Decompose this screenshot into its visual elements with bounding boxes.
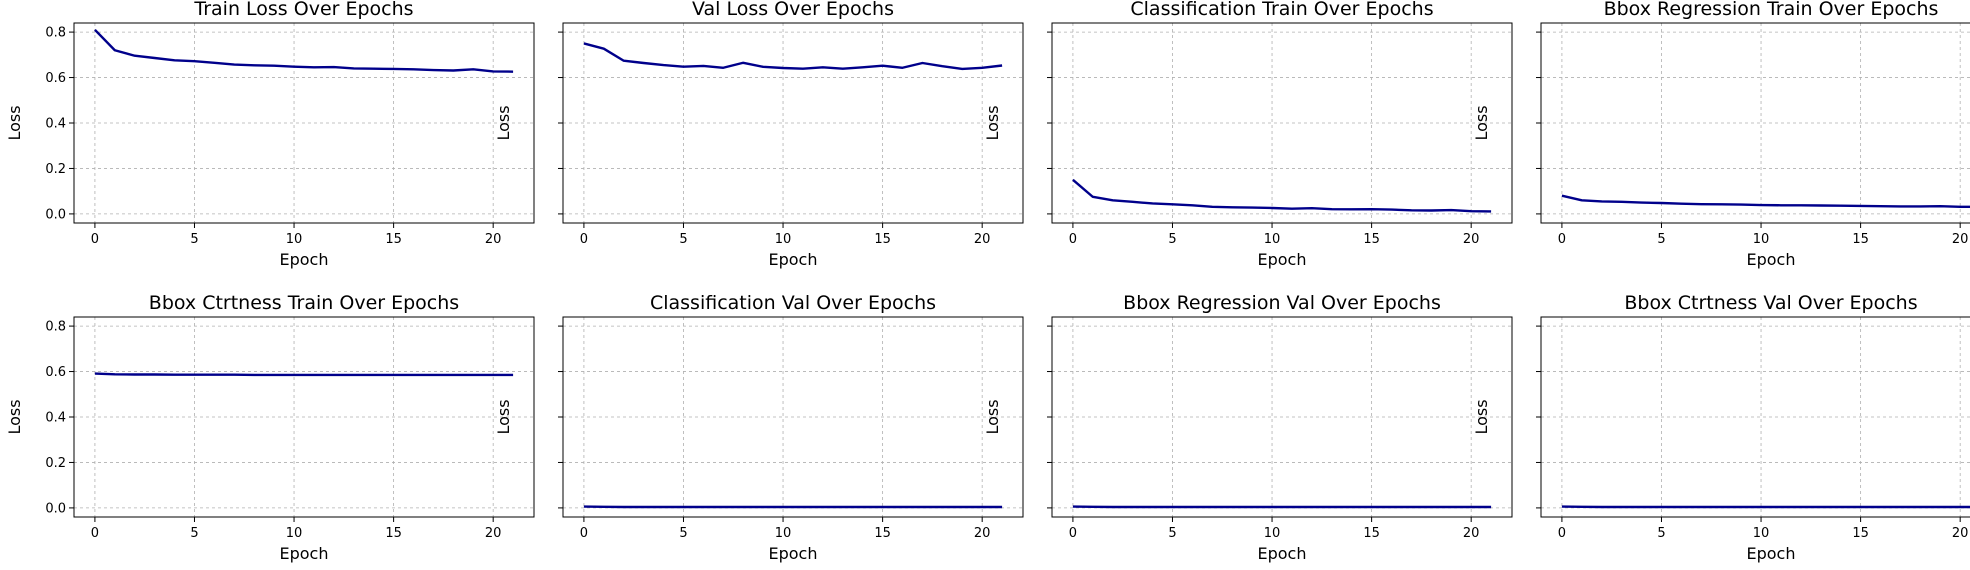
chart-title: Bbox Ctrtness Val Over Epochs — [1624, 292, 1917, 314]
chart-title: Train Loss Over Epochs — [193, 0, 413, 20]
x-tick-label: 15 — [1852, 526, 1869, 541]
x-axis-label: Epoch — [280, 544, 329, 563]
chart-panel-4: 0 5 10 15 20 Bbox Regression Train Over Epoch… — [1472, 0, 1970, 269]
x-tick-label: 15 — [874, 526, 891, 541]
series-line — [1561, 194, 1970, 209]
x-tick-label: 10 — [1753, 232, 1770, 247]
x-tick-label: 0 — [1069, 232, 1077, 247]
x-tick-label: 0 — [580, 232, 588, 247]
chart-title: Bbox Ctrtness Train Over Epochs — [149, 292, 459, 314]
y-tick-label: 0.2 — [45, 162, 66, 177]
x-tick-label: 20 — [485, 526, 502, 541]
x-tick-label: 5 — [1657, 526, 1665, 541]
x-tick-label: 10 — [775, 526, 792, 541]
y-tick-label: 0.4 — [45, 117, 66, 132]
x-axis-label: Epoch — [1747, 250, 1796, 269]
chart-panel-2: 0 5 10 15 20 Val Loss Over Epochs Epoch Loss — [494, 0, 1024, 269]
chart-title: Classification Val Over Epochs — [650, 292, 936, 314]
x-axis-label: Epoch — [1747, 544, 1796, 563]
y-axis-label: Loss — [983, 105, 1002, 140]
x-axis-label: Epoch — [280, 250, 329, 269]
y-axis-label: Loss — [494, 399, 513, 434]
x-tick-label: 5 — [1168, 526, 1176, 541]
y-tick-label: 0.8 — [45, 26, 66, 41]
x-tick-label: 5 — [679, 526, 687, 541]
y-tick-label: 0.2 — [45, 456, 66, 471]
x-tick-label: 15 — [385, 232, 402, 247]
x-tick-label: 10 — [286, 232, 303, 247]
chart-panel-6: 0 5 10 15 20 Classification Val Over Epochs Ep… — [494, 292, 1024, 563]
x-tick-label: 20 — [1463, 232, 1480, 247]
x-axis-label: Epoch — [769, 544, 818, 563]
x-tick-label: 5 — [1168, 232, 1176, 247]
x-tick-label: 5 — [679, 232, 687, 247]
chart-panel-3: 0 5 10 15 20 Classification Train Over Epochs… — [983, 0, 1513, 269]
x-tick-label: 10 — [1264, 232, 1281, 247]
chart-title: Bbox Regression Val Over Epochs — [1123, 292, 1441, 314]
x-axis-label: Epoch — [1258, 544, 1307, 563]
y-tick-label: 0.6 — [45, 71, 66, 86]
x-tick-label: 0 — [91, 526, 99, 541]
y-tick-label: 0.6 — [45, 365, 66, 380]
y-axis-label: Loss — [5, 399, 24, 434]
y-axis-label: Loss — [983, 399, 1002, 434]
x-tick-label: 20 — [974, 526, 991, 541]
x-tick-label: 10 — [1264, 526, 1281, 541]
x-tick-label: 5 — [1657, 232, 1665, 247]
y-tick-label: 0.4 — [45, 411, 66, 426]
x-tick-label: 15 — [1852, 232, 1869, 247]
x-tick-label: 15 — [1363, 526, 1380, 541]
x-tick-label: 0 — [1558, 232, 1566, 247]
x-tick-label: 20 — [1952, 232, 1969, 247]
y-axis-label: Loss — [494, 105, 513, 140]
y-tick-label: 0.0 — [45, 501, 66, 516]
y-tick-label: 0.0 — [45, 207, 66, 222]
axes-frame — [1540, 316, 1970, 518]
series-line — [583, 42, 1003, 71]
chart-title: Val Loss Over Epochs — [692, 0, 894, 20]
x-tick-label: 5 — [190, 526, 198, 541]
series-line — [1072, 178, 1492, 213]
x-tick-label: 10 — [1753, 526, 1770, 541]
chart-panel-8: 0 5 10 15 20 Bbox Ctrtness Val Over Epochs Epo… — [1472, 292, 1970, 563]
chart-panel-1: 0 5 10 15 20 0.0 0.2 0.4 0.6 0.8 Train Loss Over E… — [5, 0, 535, 269]
y-axis-label: Loss — [1472, 399, 1491, 434]
series-line — [94, 28, 514, 73]
x-tick-label: 20 — [1952, 526, 1969, 541]
x-tick-label: 15 — [1363, 232, 1380, 247]
chart-title: Bbox Regression Train Over Epochs — [1604, 0, 1939, 20]
x-tick-label: 15 — [874, 232, 891, 247]
x-tick-label: 0 — [91, 232, 99, 247]
x-tick-label: 0 — [580, 526, 588, 541]
x-tick-label: 10 — [775, 232, 792, 247]
x-tick-label: 5 — [190, 232, 198, 247]
y-axis-label: Loss — [1472, 105, 1491, 140]
x-tick-label: 0 — [1069, 526, 1077, 541]
x-tick-label: 15 — [385, 526, 402, 541]
x-tick-label: 10 — [286, 526, 303, 541]
x-tick-label: 0 — [1558, 526, 1566, 541]
series-line — [94, 372, 514, 377]
x-tick-label: 20 — [485, 232, 502, 247]
x-axis-label: Epoch — [1258, 250, 1307, 269]
x-axis-label: Epoch — [769, 250, 818, 269]
chart-panel-5: 0 5 10 15 20 0.0 0.2 0.4 0.6 0.8 Bbox Ctrtness Tra… — [5, 292, 535, 563]
chart-title: Classification Train Over Epochs — [1130, 0, 1433, 20]
axes-frame — [1540, 22, 1970, 224]
x-tick-label: 20 — [1463, 526, 1480, 541]
x-tick-label: 20 — [974, 232, 991, 247]
y-tick-label: 0.8 — [45, 320, 66, 335]
chart-panel-7: 0 5 10 15 20 Bbox Regression Val Over Epochs E… — [983, 292, 1513, 563]
y-axis-label: Loss — [5, 105, 24, 140]
